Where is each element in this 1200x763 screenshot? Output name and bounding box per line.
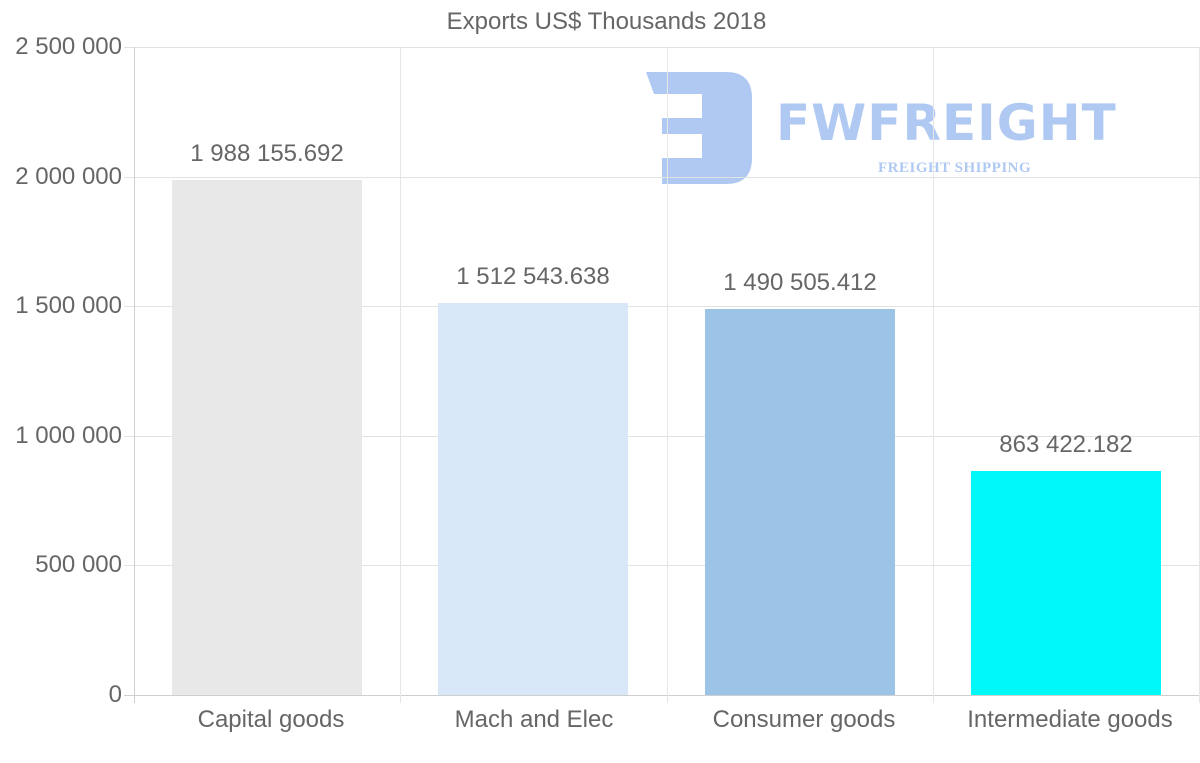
gridline (667, 47, 668, 703)
watermark-brand: FWFREIGHT (776, 94, 1117, 152)
bar-value-label: 863 422.182 (999, 431, 1133, 458)
gridline (124, 565, 1200, 567)
watermark-tagline: FREIGHT SHIPPING (878, 160, 1032, 176)
gridline (124, 306, 1200, 308)
x-tick-label: Intermediate goods (967, 706, 1173, 733)
bar-consumer-goods[interactable] (705, 309, 895, 695)
gridline (400, 47, 401, 703)
bar-capital-goods[interactable] (172, 180, 362, 695)
gridline (933, 47, 934, 703)
x-axis-line (124, 695, 1200, 696)
bar-value-label: 1 988 155.692 (190, 140, 344, 167)
y-tick-label: 2 000 000 (15, 163, 122, 190)
bar-value-label: 1 490 505.412 (723, 269, 877, 296)
y-tick-label: 500 000 (35, 551, 122, 578)
y-tick-label: 1 500 000 (15, 292, 122, 319)
gridline (124, 176, 1200, 178)
gridline (124, 47, 1200, 48)
plot-area: 0 500 000 1 000 000 1 500 000 2 000 000 … (15, 35, 1200, 707)
chart-title: Exports US$ Thousands 2018 (446, 8, 767, 35)
bar-mach-and-elec[interactable] (438, 303, 628, 695)
bar-intermediate-goods[interactable] (971, 471, 1161, 695)
y-tick-label: 1 000 000 (15, 422, 122, 449)
y-tick-label: 2 500 000 (15, 33, 122, 60)
y-axis-line (134, 47, 135, 703)
gridline (124, 435, 1200, 437)
bar-value-label: 1 512 543.638 (456, 263, 610, 290)
y-tick-label: 0 (108, 681, 122, 708)
x-tick-label: Capital goods (197, 706, 345, 733)
watermark: FWFREIGHT FREIGHT SHIPPING (646, 72, 1156, 192)
x-tick-label: Consumer goods (712, 706, 896, 733)
fw-logo-icon (646, 72, 752, 184)
x-tick-label: Mach and Elec (454, 706, 614, 733)
